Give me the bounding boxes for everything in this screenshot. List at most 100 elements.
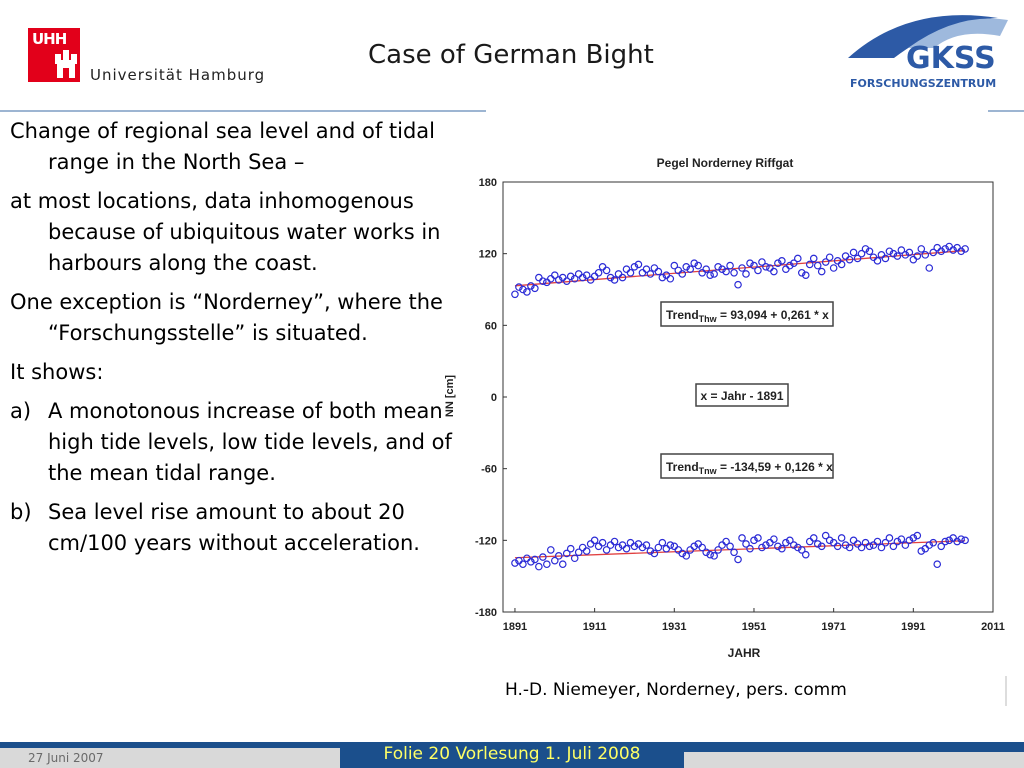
bullet-list: Change of regional sea level and of tida… (10, 116, 480, 567)
thw-point (722, 267, 730, 276)
tnw-point (626, 538, 635, 547)
bullet-1-text: Change of regional sea level and of tida… (10, 119, 436, 174)
thw-point (602, 266, 611, 275)
tnw-point (881, 538, 890, 547)
tnw-point (758, 543, 766, 552)
tnw-point (550, 556, 559, 565)
tnw-point (622, 544, 631, 553)
thw-point (706, 271, 714, 279)
tnw-point (841, 541, 850, 549)
x-tick-label: 1991 (901, 621, 925, 633)
thw-point (638, 268, 647, 277)
bullet-a: a) A monotonous increase of both mean hig… (10, 396, 480, 489)
thw-point (913, 252, 922, 260)
tnw-trend-formula: = -134,59 + 0,126 * x (717, 460, 833, 474)
tnw-point (678, 549, 687, 558)
bullet-4-text: It shows: (10, 360, 104, 384)
tnw-point (610, 537, 619, 546)
thw-point (535, 273, 543, 282)
thw-point (610, 276, 619, 284)
tnw-point (543, 560, 551, 569)
tnw-point (614, 543, 623, 552)
thw-point (801, 271, 810, 279)
tnw-point (698, 543, 706, 552)
tnw-point (706, 550, 714, 559)
tnw-point (730, 548, 738, 557)
thw-point (650, 264, 659, 272)
bullet-4: It shows: (10, 357, 480, 388)
thw-point (666, 274, 675, 283)
tnw-trend-line (514, 540, 966, 559)
thw-trend-formula: = 93,094 + 0,261 * x (717, 308, 829, 322)
thw-trend-prefix: Trend (666, 308, 699, 322)
tnw-point (582, 547, 591, 555)
header-rule-right (988, 110, 1024, 112)
tnw-point (690, 542, 699, 551)
y-tick-label: 120 (479, 249, 497, 261)
tnw-point (666, 541, 675, 549)
thw-point (881, 254, 890, 263)
thw-point (554, 276, 563, 284)
thw-point (618, 273, 627, 282)
thw-point (961, 245, 969, 253)
y-tick-label: 180 (479, 177, 497, 189)
thw-point (837, 260, 846, 269)
trend-tnw-annotation: TrendTnw = -134,59 + 0,126 * x (660, 453, 834, 479)
thw-point (590, 272, 599, 281)
y-tick-label: 60 (485, 320, 497, 332)
thw-point (710, 270, 718, 278)
thw-point (582, 271, 591, 279)
tnw-point (805, 537, 814, 546)
thw-point (539, 277, 547, 285)
tnw-point (718, 541, 726, 549)
thw-point (905, 248, 914, 257)
y-tick-label: -120 (475, 535, 497, 547)
thw-point (578, 273, 587, 282)
tnw-point (746, 544, 754, 553)
thw-point (570, 274, 579, 283)
thw-point (566, 272, 575, 281)
bullet-a-text: A monotonous increase of both mean high … (48, 399, 452, 485)
thw-point (786, 261, 794, 270)
thw-point (626, 268, 635, 277)
tnw-point (786, 536, 794, 545)
thw-point (845, 255, 854, 264)
tnw-point (602, 546, 611, 554)
thw-point (770, 267, 778, 276)
tnw-point (925, 541, 934, 549)
thw-point (694, 261, 703, 270)
thw-point (790, 259, 798, 268)
tnw-point (885, 534, 894, 542)
tnw-point (650, 549, 659, 558)
tnw-point (738, 534, 746, 542)
tnw-point (531, 555, 539, 564)
tnw-point (845, 543, 854, 552)
thw-point (511, 290, 519, 299)
tnw-point (865, 542, 874, 551)
tnw-point (797, 546, 806, 554)
tnw-point (857, 543, 866, 552)
header-rule-left (0, 110, 486, 112)
thw-point (949, 246, 957, 254)
tnw-point (606, 541, 615, 549)
thw-point (797, 268, 806, 277)
thw-point (805, 260, 814, 269)
bullet-b-text: Sea level rise amount to about 20 cm/100… (48, 500, 420, 555)
thw-point (873, 257, 882, 265)
thw-point (929, 248, 938, 257)
thw-point (574, 270, 583, 278)
thw-point (758, 258, 766, 266)
tnw-point (817, 542, 826, 551)
thw-point (917, 245, 926, 253)
tnw-point (957, 535, 965, 543)
thw-point (750, 261, 758, 270)
tnw-point (774, 542, 782, 551)
gkss-text: GKSS (906, 41, 996, 76)
thw-point (897, 246, 906, 254)
thw-point (782, 265, 790, 273)
bullet-a-label: a) (10, 399, 32, 423)
thw-point (925, 264, 934, 272)
footer-slide-label: Folie 20 Vorlesung 1. Juli 2008 (383, 744, 641, 764)
plot-frame (502, 181, 994, 613)
footer-left-band (0, 748, 340, 768)
